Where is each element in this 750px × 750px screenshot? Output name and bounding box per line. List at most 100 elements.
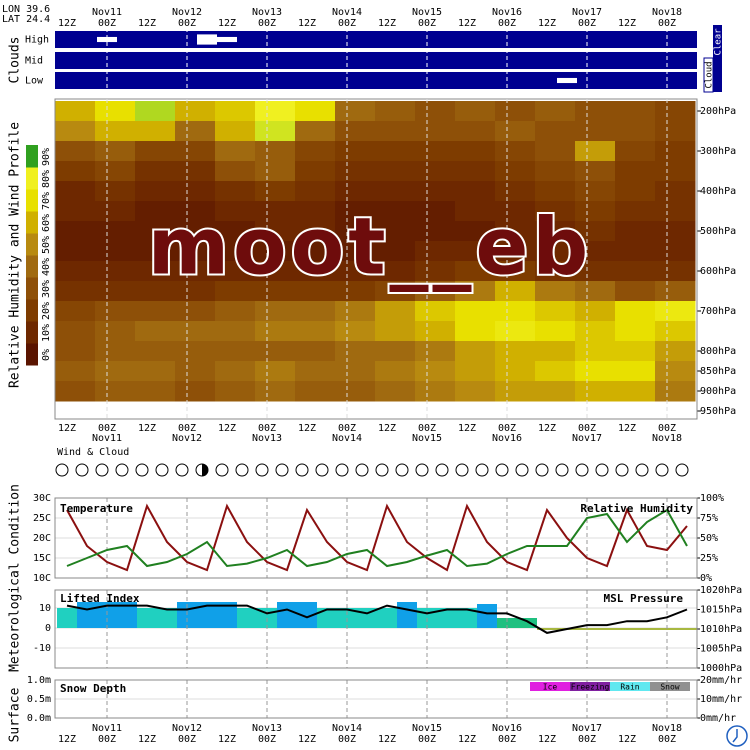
colorbar-label: 10% bbox=[41, 324, 52, 342]
cloud-circle bbox=[395, 463, 409, 477]
rh-cell bbox=[175, 141, 216, 162]
rh-cell bbox=[255, 321, 296, 342]
rh-cell bbox=[95, 121, 136, 142]
rh-cell bbox=[575, 261, 616, 282]
colorbar-segment bbox=[26, 211, 38, 234]
precip-legend-label: Rain bbox=[620, 683, 639, 692]
li-bar bbox=[157, 608, 177, 628]
rh-cell bbox=[455, 221, 496, 242]
rh-cell bbox=[175, 181, 216, 202]
rh-cell bbox=[415, 261, 456, 282]
pressure-label: 200hPa bbox=[700, 106, 736, 117]
cloud-level-label: Mid bbox=[25, 56, 43, 67]
time-day-label: Nov15 bbox=[412, 723, 442, 734]
time-hour-label: 00Z bbox=[98, 423, 116, 434]
y2-tick-label: 25% bbox=[700, 553, 718, 564]
rh-cell bbox=[535, 141, 576, 162]
rh-cell bbox=[415, 201, 456, 222]
rh-cell bbox=[95, 321, 136, 342]
cloud-circle bbox=[555, 463, 569, 477]
cloud-circle bbox=[515, 463, 529, 477]
pressure-label: 900hPa bbox=[700, 386, 736, 397]
time-day-label: Nov14 bbox=[332, 433, 362, 444]
rh-cell bbox=[575, 221, 616, 242]
rh-cell bbox=[215, 161, 256, 182]
y-tick-label: 15C bbox=[33, 553, 51, 564]
rh-cell bbox=[215, 141, 256, 162]
time-hour-label: 12Z bbox=[618, 423, 636, 434]
rh-cell bbox=[335, 181, 376, 202]
colorbar-label: 30% bbox=[41, 280, 52, 298]
rh-cell bbox=[135, 361, 176, 382]
li-bar bbox=[317, 608, 337, 628]
rh-cell bbox=[415, 101, 456, 122]
rh-cell bbox=[495, 381, 536, 402]
y-tick-label: 0.5m bbox=[27, 694, 51, 705]
rh-cell bbox=[175, 301, 216, 322]
y2-tick-label: 1005hPa bbox=[700, 644, 742, 655]
rh-cell bbox=[335, 341, 376, 362]
time-hour-label: 12Z bbox=[298, 18, 316, 29]
rh-cell bbox=[175, 361, 216, 382]
rh-cell bbox=[415, 301, 456, 322]
time-hour-label: 12Z bbox=[138, 734, 156, 745]
cloud-circle bbox=[375, 463, 389, 477]
cloud-circle bbox=[415, 463, 429, 477]
rh-cell bbox=[215, 321, 256, 342]
vertical-title: Surface bbox=[8, 687, 23, 742]
time-hour-label: 12Z bbox=[218, 734, 236, 745]
time-day-label: Nov12 bbox=[172, 433, 202, 444]
rh-cell bbox=[135, 241, 176, 262]
li-bar bbox=[137, 608, 157, 628]
time-hour-label: 00Z bbox=[258, 18, 276, 29]
cloud-fill bbox=[202, 464, 208, 476]
rh-cell bbox=[495, 241, 536, 262]
rh-cell bbox=[575, 201, 616, 222]
rh-cell bbox=[295, 341, 336, 362]
rh-cell bbox=[335, 261, 376, 282]
rh-cell bbox=[135, 261, 176, 282]
y-tick-label: 1.0m bbox=[27, 675, 51, 686]
time-hour-label: 12Z bbox=[58, 423, 76, 434]
rh-cell bbox=[615, 241, 656, 262]
series-label: Temperature bbox=[60, 502, 133, 515]
rh-cell bbox=[295, 121, 336, 142]
cloud-circle bbox=[235, 463, 249, 477]
series-line bbox=[66, 604, 688, 634]
rh-cell bbox=[375, 161, 416, 182]
y2-tick-label: 20mm/hr bbox=[700, 675, 742, 686]
y-tick-label: 10 bbox=[39, 603, 51, 614]
rh-cell bbox=[95, 361, 136, 382]
cloud-circle bbox=[175, 463, 189, 477]
rh-cell bbox=[535, 341, 576, 362]
rh-cell bbox=[375, 121, 416, 142]
rh-cell bbox=[255, 241, 296, 262]
rh-cell bbox=[655, 201, 696, 222]
time-hour-label: 12Z bbox=[138, 423, 156, 434]
rh-cell bbox=[375, 241, 416, 262]
rh-cell bbox=[415, 361, 456, 382]
time-hour-label: 00Z bbox=[498, 18, 516, 29]
rh-cell bbox=[455, 361, 496, 382]
cloud-circle bbox=[135, 463, 149, 477]
rh-cell bbox=[95, 381, 136, 402]
series-line bbox=[66, 508, 688, 568]
time-hour-label: 00Z bbox=[658, 734, 676, 745]
rh-cell bbox=[335, 381, 376, 402]
rh-cell bbox=[295, 381, 336, 402]
rh-cell bbox=[55, 361, 96, 382]
time-day-label: Nov16 bbox=[492, 7, 522, 18]
rh-cell bbox=[615, 261, 656, 282]
colorbar-segment bbox=[26, 167, 38, 190]
rh-cell bbox=[95, 141, 136, 162]
cloud-circle bbox=[435, 463, 449, 477]
rh-cell bbox=[655, 341, 696, 362]
time-day-label: Nov11 bbox=[92, 433, 122, 444]
colorbar-label: 40% bbox=[41, 258, 52, 276]
rh-cell bbox=[495, 261, 536, 282]
rh-cell bbox=[295, 361, 336, 382]
rh-cell bbox=[255, 141, 296, 162]
time-day-label: Nov18 bbox=[652, 7, 682, 18]
rh-cell bbox=[495, 361, 536, 382]
rh-cell bbox=[535, 201, 576, 222]
